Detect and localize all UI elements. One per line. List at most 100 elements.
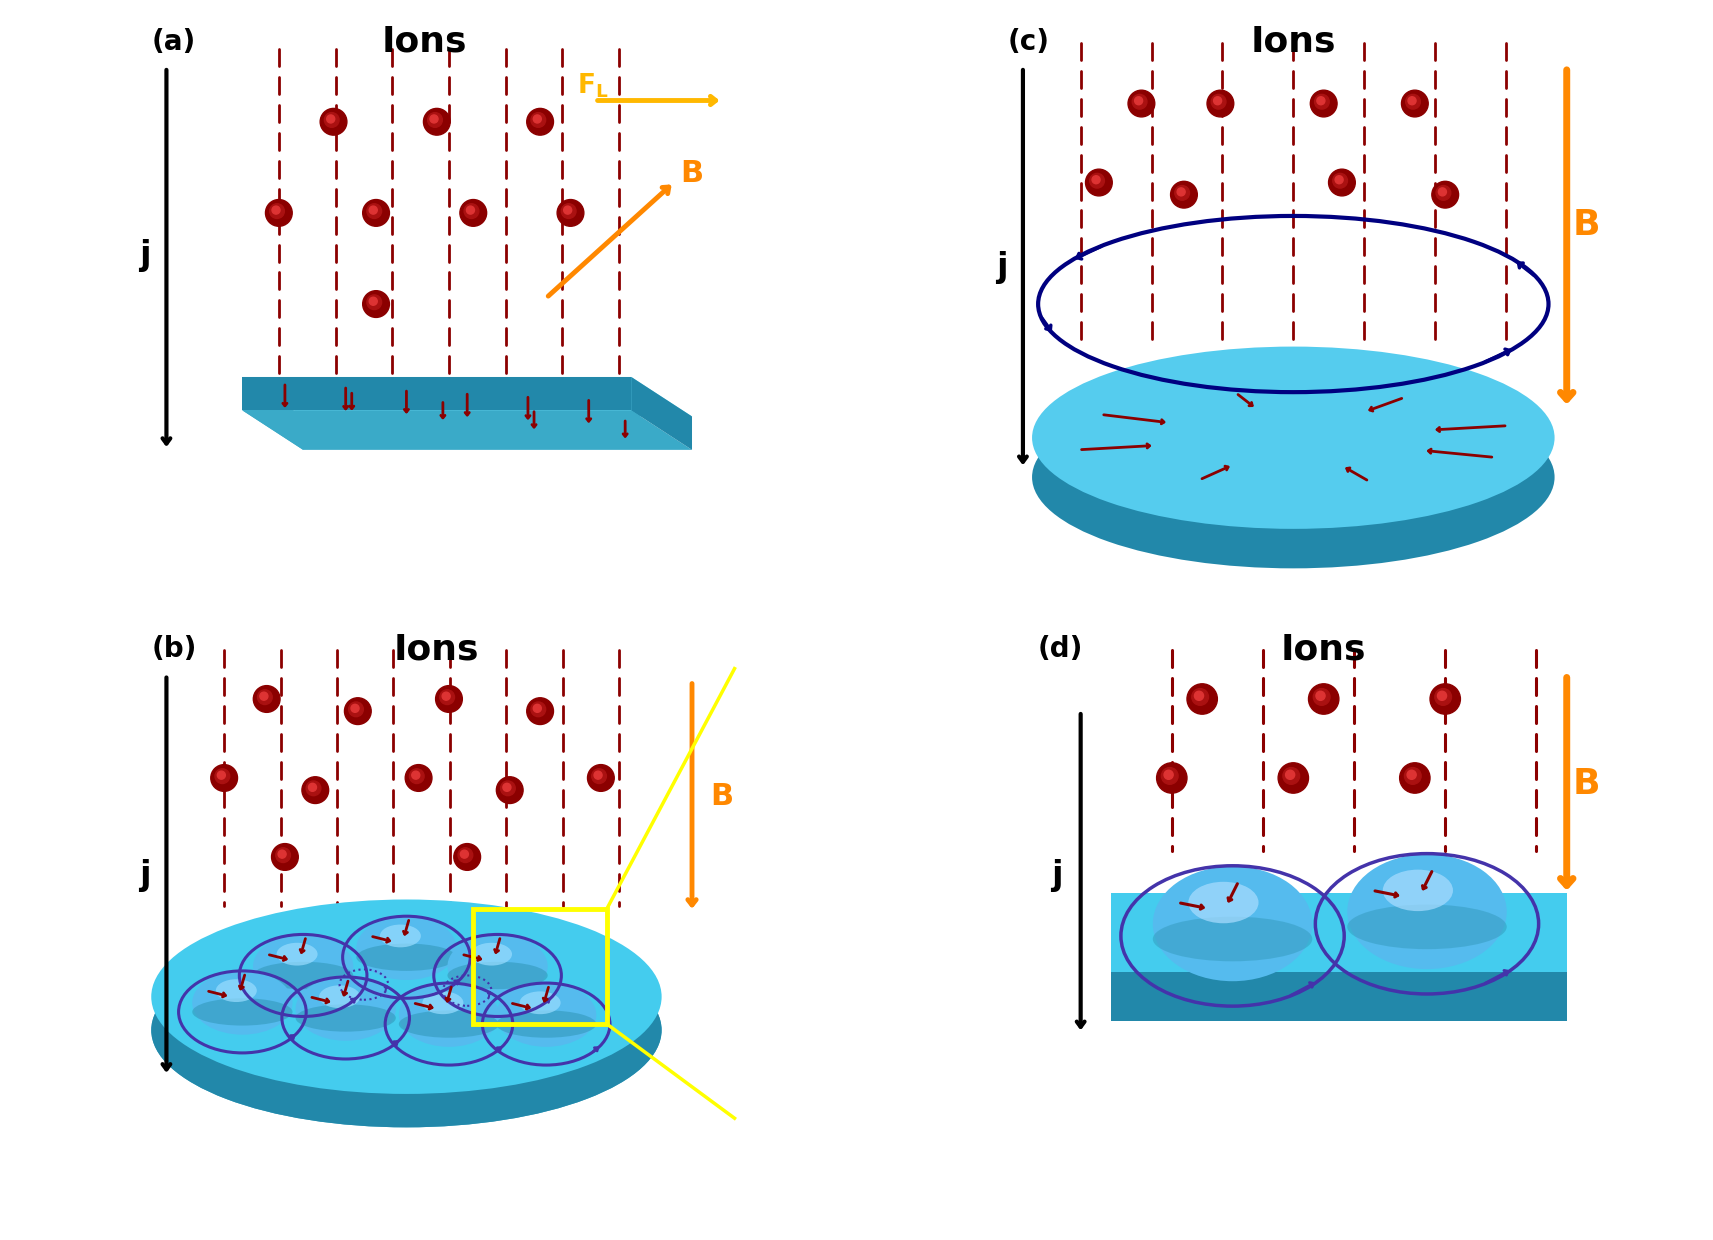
Circle shape — [278, 851, 286, 858]
Circle shape — [526, 698, 553, 724]
Circle shape — [557, 200, 584, 226]
Text: (a): (a) — [151, 27, 195, 56]
Circle shape — [1211, 94, 1227, 109]
Circle shape — [1285, 770, 1295, 780]
Circle shape — [1175, 186, 1189, 200]
Circle shape — [409, 769, 425, 784]
Text: Ions: Ions — [1250, 25, 1336, 58]
Circle shape — [1437, 691, 1446, 701]
Circle shape — [320, 108, 348, 135]
Circle shape — [1093, 176, 1100, 184]
Circle shape — [308, 784, 317, 791]
Circle shape — [1208, 91, 1233, 117]
Ellipse shape — [497, 1011, 596, 1038]
Polygon shape — [242, 377, 303, 450]
Text: j: j — [139, 239, 151, 272]
Circle shape — [464, 203, 480, 218]
Circle shape — [1309, 683, 1340, 714]
Ellipse shape — [151, 932, 661, 1127]
Circle shape — [1187, 683, 1218, 714]
Circle shape — [1156, 763, 1187, 794]
Circle shape — [1314, 688, 1329, 706]
Ellipse shape — [319, 986, 360, 1008]
Ellipse shape — [497, 983, 596, 1047]
Circle shape — [1435, 186, 1451, 200]
Circle shape — [504, 784, 510, 791]
Circle shape — [1405, 768, 1422, 784]
Ellipse shape — [380, 925, 421, 947]
Circle shape — [260, 692, 267, 701]
Circle shape — [1161, 768, 1179, 784]
Ellipse shape — [399, 983, 498, 1047]
Ellipse shape — [1189, 882, 1259, 924]
Circle shape — [367, 203, 382, 218]
Ellipse shape — [356, 944, 457, 971]
Circle shape — [1439, 188, 1446, 196]
Text: Ions: Ions — [1281, 632, 1367, 666]
Polygon shape — [632, 377, 692, 450]
Ellipse shape — [1153, 916, 1312, 961]
Circle shape — [428, 113, 442, 128]
Circle shape — [211, 765, 238, 791]
Text: $\mathbf{F_L}$: $\mathbf{F_L}$ — [577, 71, 608, 99]
Circle shape — [1165, 770, 1173, 780]
Circle shape — [1329, 169, 1355, 196]
Circle shape — [363, 290, 389, 317]
Circle shape — [254, 686, 279, 712]
Polygon shape — [1112, 893, 1567, 972]
Ellipse shape — [423, 992, 464, 1014]
Text: B: B — [680, 159, 702, 188]
Ellipse shape — [276, 942, 317, 966]
Circle shape — [457, 848, 473, 863]
Circle shape — [257, 689, 272, 704]
Bar — [473, 909, 606, 1024]
Circle shape — [564, 206, 572, 215]
Circle shape — [1170, 181, 1197, 208]
Circle shape — [466, 206, 475, 215]
Circle shape — [562, 203, 576, 218]
Circle shape — [459, 200, 486, 226]
Circle shape — [1310, 91, 1338, 117]
Ellipse shape — [151, 932, 661, 1127]
Circle shape — [533, 704, 541, 712]
Circle shape — [363, 200, 389, 226]
Circle shape — [533, 115, 541, 123]
Circle shape — [216, 769, 230, 784]
Circle shape — [430, 115, 439, 123]
Circle shape — [276, 848, 291, 863]
Circle shape — [1132, 94, 1148, 109]
Ellipse shape — [192, 971, 293, 1034]
Text: j: j — [139, 858, 151, 892]
Circle shape — [1089, 174, 1105, 188]
Ellipse shape — [519, 992, 560, 1014]
Text: Ions: Ions — [382, 25, 468, 58]
Circle shape — [1406, 770, 1417, 780]
Circle shape — [1134, 97, 1143, 104]
Circle shape — [1316, 691, 1326, 701]
Circle shape — [307, 781, 320, 796]
Circle shape — [1283, 768, 1300, 784]
Circle shape — [435, 686, 463, 712]
Circle shape — [266, 200, 293, 226]
Circle shape — [588, 765, 615, 791]
Circle shape — [1086, 169, 1112, 196]
Circle shape — [411, 771, 420, 779]
Polygon shape — [1112, 972, 1567, 1021]
Circle shape — [423, 108, 451, 135]
Circle shape — [1129, 91, 1155, 117]
Text: (c): (c) — [1007, 27, 1050, 56]
Circle shape — [1333, 174, 1348, 188]
Circle shape — [301, 776, 329, 804]
Circle shape — [1213, 97, 1221, 104]
Text: B: B — [1573, 768, 1600, 801]
Circle shape — [1314, 94, 1329, 109]
Ellipse shape — [1346, 904, 1507, 949]
Ellipse shape — [447, 935, 548, 998]
Circle shape — [1194, 691, 1204, 701]
Ellipse shape — [1153, 867, 1312, 981]
Circle shape — [370, 206, 377, 215]
Text: B: B — [711, 781, 733, 811]
Circle shape — [1278, 763, 1309, 794]
Circle shape — [1406, 94, 1420, 109]
Circle shape — [344, 698, 372, 724]
